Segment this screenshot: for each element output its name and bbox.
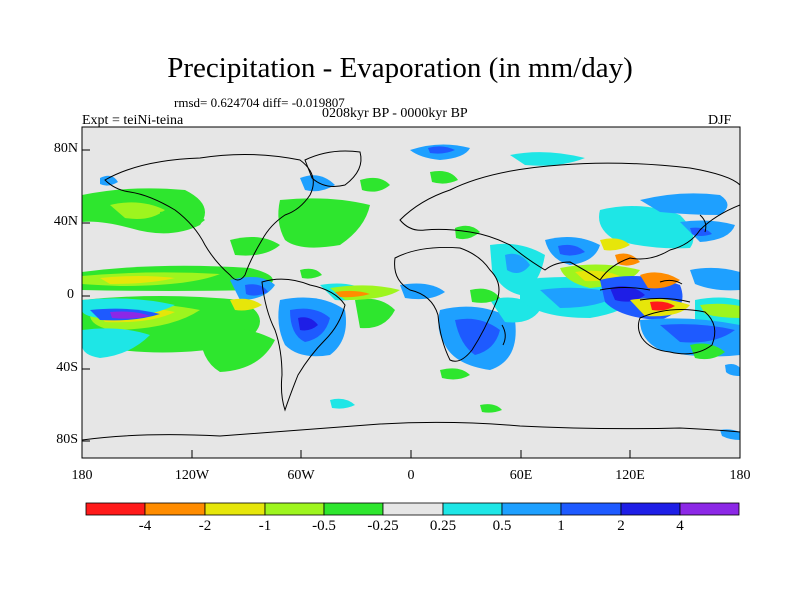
field-patch (510, 152, 585, 166)
y-tick-label: 80S (56, 432, 78, 447)
field-patch (558, 244, 585, 256)
colorbar-label: -0.5 (312, 518, 336, 534)
field-patch (725, 364, 740, 376)
coastline-africa (394, 246, 500, 362)
field-patch (690, 343, 725, 360)
coastline-japan (699, 214, 707, 233)
field-patch (82, 328, 150, 358)
experiment-label: Expt = teiNi-teina (82, 113, 184, 128)
x-tick-label: 120E (615, 468, 645, 483)
field-patch (200, 327, 275, 372)
field-patch (230, 236, 280, 256)
field-patch (640, 272, 680, 289)
field-patch (505, 253, 530, 274)
field-patch (650, 301, 675, 311)
colorbar-label: -2 (198, 518, 212, 534)
field-patch (599, 206, 694, 249)
x-tick-label: 60E (509, 468, 533, 483)
field-patch (660, 324, 735, 343)
y-tick-label: 0 (67, 287, 74, 302)
field-patch (360, 177, 390, 192)
coastline-indonesia (599, 279, 691, 303)
y-tick-label: 40N (53, 214, 78, 229)
colorbar-swatch-10 (679, 502, 740, 516)
field-patch (700, 303, 740, 318)
field-patch (540, 287, 620, 308)
coastline-australia (637, 309, 716, 355)
field-patch (110, 202, 165, 219)
coastline-eurasia (399, 162, 740, 281)
field-patch (615, 253, 640, 266)
colorbar (85, 502, 740, 516)
colorbar-swatch-2 (204, 502, 266, 516)
field-patch (100, 175, 118, 186)
colorbar-swatch-5 (382, 502, 444, 516)
coastline-madagascar (501, 324, 506, 346)
colorbar-label: 2 (617, 518, 625, 534)
colorbar-label: 4 (676, 518, 684, 534)
x-tick-label: 0 (407, 468, 415, 483)
field-patch (455, 225, 480, 240)
x-tick-label: 180 (71, 468, 93, 483)
x-tick-label: 120W (174, 468, 210, 483)
field-patch (640, 193, 728, 215)
coastline-north-america (104, 153, 314, 281)
field-patch (690, 267, 740, 291)
coastlines (82, 150, 740, 441)
colorbar-label: -1 (258, 518, 272, 534)
field-patch (355, 298, 395, 329)
field-patch (690, 227, 712, 236)
colorbar-swatch-7 (501, 502, 562, 516)
colorbar-label: 0.25 (429, 518, 457, 534)
field-patch (430, 171, 458, 184)
field-patch (480, 404, 502, 413)
field-patch (278, 198, 370, 248)
figure-title: Precipitation - Evaporation (in mm/day) (167, 52, 633, 84)
x-tick-label: 180 (729, 468, 751, 483)
y-tick-label: 80N (53, 141, 78, 156)
field-patch (440, 368, 470, 380)
field-patch (335, 290, 370, 298)
colorbar-label: -0.25 (367, 518, 399, 534)
y-tick-label: 40S (56, 360, 78, 375)
colorbar-label: -4 (138, 518, 152, 534)
field-patch (600, 238, 630, 251)
colorbar-swatch-1 (144, 502, 206, 516)
field-patch (160, 210, 205, 230)
colorbar-label: 1 (557, 518, 565, 534)
colorbar-swatch-0 (85, 502, 146, 516)
field-patch (300, 175, 335, 192)
coastline-south-america (261, 278, 346, 412)
stats-label: rmsd= 0.624704 diff= -0.019807 (174, 95, 345, 110)
colorbar-swatch-3 (264, 502, 325, 516)
coastline-antarctica (82, 421, 740, 441)
field-contours (82, 144, 740, 440)
field-patch (230, 298, 262, 311)
season-label: DJF (708, 113, 732, 128)
coastline-greenland (304, 150, 362, 187)
colorbar-swatch-4 (323, 502, 384, 516)
field-patch (110, 311, 150, 319)
field-patch (610, 286, 645, 302)
field-patch (400, 283, 445, 300)
colorbar-swatch-8 (560, 502, 622, 516)
field-patch (470, 288, 500, 303)
axis-ticks (81, 149, 741, 458)
period-label: 0208kyr BP - 0000kyr BP (322, 106, 468, 121)
colorbar-swatch-6 (442, 502, 503, 516)
colorbar-swatch-9 (620, 502, 681, 516)
x-tick-label: 60W (287, 468, 315, 483)
field-patch (298, 317, 318, 331)
field-patch (455, 318, 500, 355)
field-patch (330, 398, 355, 409)
field-patch (300, 268, 322, 279)
field-patch (428, 146, 455, 154)
field-patch (100, 276, 175, 284)
colorbar-label: 0.5 (492, 518, 512, 534)
